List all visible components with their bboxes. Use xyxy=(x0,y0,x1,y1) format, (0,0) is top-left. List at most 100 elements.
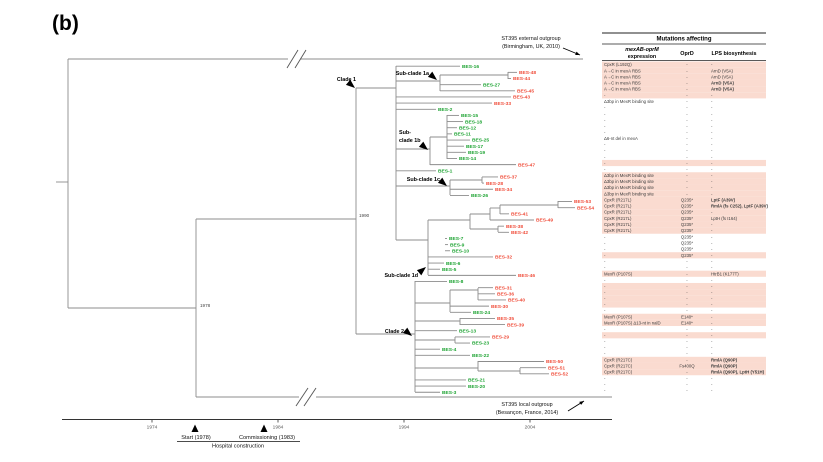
table-cell-mexab: MexR (P107S) xyxy=(604,271,633,276)
table-cell-lps: - xyxy=(711,62,713,67)
table-cell-oprd: - xyxy=(686,87,688,92)
axis-tick-label: 1994 xyxy=(399,425,410,431)
table-cell-mexab: - xyxy=(604,259,606,264)
tip-label: BES-6 xyxy=(446,261,461,267)
tip-label: BES-7 xyxy=(449,236,464,242)
table-cell-oprd: - xyxy=(686,81,688,86)
table-cell-lps: - xyxy=(711,290,713,295)
table-row-highlight xyxy=(602,356,766,363)
table-cell-oprd: - xyxy=(686,345,688,350)
table-cell-mexab: Δ3bp in MexR binding site xyxy=(604,185,655,190)
table-cell-oprd: - xyxy=(686,124,688,129)
tip-label: BES-39 xyxy=(507,322,524,328)
tip-label: BES-44 xyxy=(513,76,530,82)
table-cell-oprd: - xyxy=(686,290,688,295)
table-cell-mexab: Δ3bp in MexR binding site xyxy=(604,173,655,178)
clade-label: Sub-clade 1d xyxy=(384,273,418,279)
construction-marker-triangle xyxy=(260,424,268,432)
table-cell-lps: - xyxy=(711,173,713,178)
table-cell-oprd: - xyxy=(686,259,688,264)
table-cell-oprd: Q235* xyxy=(681,222,694,227)
tip-label: BES-21 xyxy=(468,378,485,384)
table-cell-mexab: - xyxy=(604,296,606,301)
table-title: Mutations affecting xyxy=(657,37,712,43)
table-cell-lps: RmlA (Q90P) xyxy=(711,357,738,362)
table-cell-oprd: - xyxy=(686,111,688,116)
table-cell-lps: - xyxy=(711,167,713,172)
table-cell-lps: - xyxy=(711,124,713,129)
table-row-highlight xyxy=(602,172,766,179)
table-cell-oprd: Q235* xyxy=(681,210,694,215)
svg-text:Commissioning (1983): Commissioning (1983) xyxy=(239,435,295,441)
tip-label: BES-38 xyxy=(506,224,523,230)
table-row-highlight xyxy=(602,270,766,277)
table-cell-oprd: - xyxy=(686,327,688,332)
table-cell-mexab: - xyxy=(604,376,606,381)
tip-label: BES-12 xyxy=(459,125,476,131)
table-cell-oprd: Q235* xyxy=(681,228,694,233)
table-cell-oprd: - xyxy=(686,105,688,110)
table-row-highlight xyxy=(602,332,766,339)
table-cell-lps: RmlA (Q90P), LptH (Y51H) xyxy=(711,370,765,375)
table-cell-oprd: - xyxy=(686,302,688,307)
table-row-highlight xyxy=(602,209,766,216)
table-cell-lps: LptF (A39V) xyxy=(711,197,736,202)
table-cell-mexab: - xyxy=(604,247,606,252)
table-row-highlight xyxy=(602,61,766,68)
table-cell-lps: - xyxy=(711,302,713,307)
tip-label: BES-27 xyxy=(483,82,500,88)
table-cell-lps: - xyxy=(711,105,713,110)
table-cell-oprd: - xyxy=(686,191,688,196)
table-cell-lps: - xyxy=(711,345,713,350)
tip-label: BES-53 xyxy=(574,199,591,205)
table-row-highlight xyxy=(602,215,766,222)
table-cell-mexab: CpxR (R217L) xyxy=(604,210,632,215)
external-outgroup-annotation: ST395 external outgroup (Birmingham, UK, … xyxy=(501,36,581,56)
table-cell-mexab: - xyxy=(604,333,606,338)
tip-label: BES-5 xyxy=(442,267,457,273)
table-cell-oprd: - xyxy=(686,271,688,276)
table-row-highlight xyxy=(602,289,766,296)
table-cell-oprd: - xyxy=(686,388,688,393)
table-cell-lps: - xyxy=(711,191,713,196)
table-cell-oprd: Q235* xyxy=(681,197,694,202)
table-cell-mexab: A→C in mexA RBS xyxy=(604,74,641,79)
svg-text:ST395 local outgroup: ST395 local outgroup xyxy=(501,402,552,408)
table-row-highlight xyxy=(602,227,766,234)
table-cell-mexab: - xyxy=(604,388,606,393)
time-axis: 1974 1984 1994 2004 xyxy=(62,419,612,431)
svg-text:(Birmingham, UK, 2010): (Birmingham, UK, 2010) xyxy=(502,44,560,50)
table-cell-mexab: - xyxy=(604,105,606,110)
table-row-highlight xyxy=(602,92,766,99)
table-cell-mexab: - xyxy=(604,302,606,307)
table-cell-lps: - xyxy=(711,117,713,122)
tip-label: BES-43 xyxy=(513,95,530,101)
table-cell-lps: - xyxy=(711,210,713,215)
table-cell-mexab: - xyxy=(604,234,606,239)
table-cell-lps: - xyxy=(711,228,713,233)
clade-labels: Clade 1 Sub-clade 1a Sub-clade 1b Sub-clade… xyxy=(337,71,447,336)
tip-label: BES-45 xyxy=(517,89,534,95)
table-row-highlight xyxy=(602,184,766,191)
table-cell-oprd: - xyxy=(686,382,688,387)
tip-label: BES-1 xyxy=(438,168,453,174)
tip-label: BES-40 xyxy=(508,298,525,304)
table-cell-lps: - xyxy=(711,277,713,282)
table-cell-mexab: - xyxy=(604,265,606,270)
column-header-lps: LPS biosynthesis xyxy=(712,51,757,57)
tip-label: BES-18 xyxy=(465,119,482,125)
tip-label: BES-31 xyxy=(495,285,512,291)
table-cell-oprd: Q235* xyxy=(681,234,694,239)
table-cell-mexab: - xyxy=(604,161,606,166)
table-cell-oprd: Q235* xyxy=(681,247,694,252)
tip-label: BES-16 xyxy=(462,64,479,70)
tip-label: BES-14 xyxy=(459,156,476,162)
table-cell-mexab: CpxR (L192Q) xyxy=(604,62,632,67)
svg-text:Hospital construction: Hospital construction xyxy=(212,444,264,450)
table-cell-lps: RmlA (fs C252), LptF (A39V) xyxy=(711,204,768,209)
table-cell-lps: - xyxy=(711,382,713,387)
tip-label: BES-13 xyxy=(459,328,476,334)
table-row-highlight xyxy=(602,282,766,290)
table-cell-mexab: Δ3bp in MexR binding site xyxy=(604,191,655,196)
